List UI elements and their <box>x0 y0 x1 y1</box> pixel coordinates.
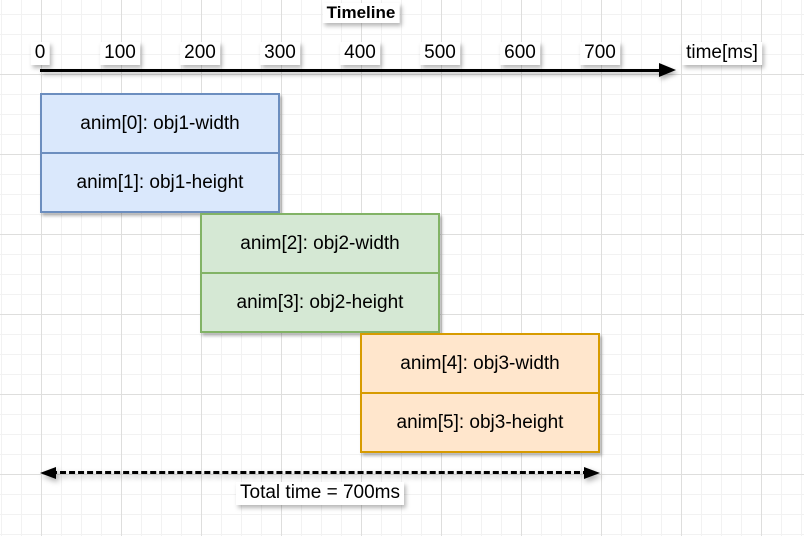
arrowhead-right-icon <box>584 467 600 479</box>
axis-tick-100: 100 <box>100 42 140 65</box>
total-time-arrow <box>40 466 600 480</box>
bar-anim0: anim[0]: obj1-width <box>80 112 240 134</box>
bar-group-obj3: anim[4]: obj3-width anim[5]: obj3-height <box>360 333 600 453</box>
axis-tick-200: 200 <box>180 42 220 65</box>
total-time-label: Total time = 700ms <box>236 482 404 505</box>
axis-tick-300: 300 <box>260 42 300 65</box>
axis-tick-700: 700 <box>580 42 620 65</box>
bar-group-obj2: anim[2]: obj2-width anim[3]: obj2-height <box>200 213 440 333</box>
axis-tick-600: 600 <box>500 42 540 65</box>
bar-group-obj1: anim[0]: obj1-width anim[1]: obj1-height <box>40 93 280 213</box>
arrowhead-left-icon <box>40 467 56 479</box>
axis-unit-label: time[ms] <box>682 42 762 65</box>
axis-tick-400: 400 <box>340 42 380 65</box>
bar-anim2: anim[2]: obj2-width <box>240 232 400 254</box>
axis-tick-500: 500 <box>420 42 460 65</box>
time-axis-line <box>40 69 660 72</box>
bar-anim3: anim[3]: obj2-height <box>202 272 438 331</box>
bar-anim1: anim[1]: obj1-height <box>42 152 278 211</box>
time-axis-arrowhead-icon <box>659 63 676 77</box>
bar-anim4: anim[4]: obj3-width <box>400 352 560 374</box>
total-time-dashed-line <box>51 471 589 474</box>
axis-tick-0: 0 <box>30 42 50 65</box>
diagram-title: Timeline <box>322 3 400 24</box>
bar-anim5: anim[5]: obj3-height <box>362 392 598 451</box>
